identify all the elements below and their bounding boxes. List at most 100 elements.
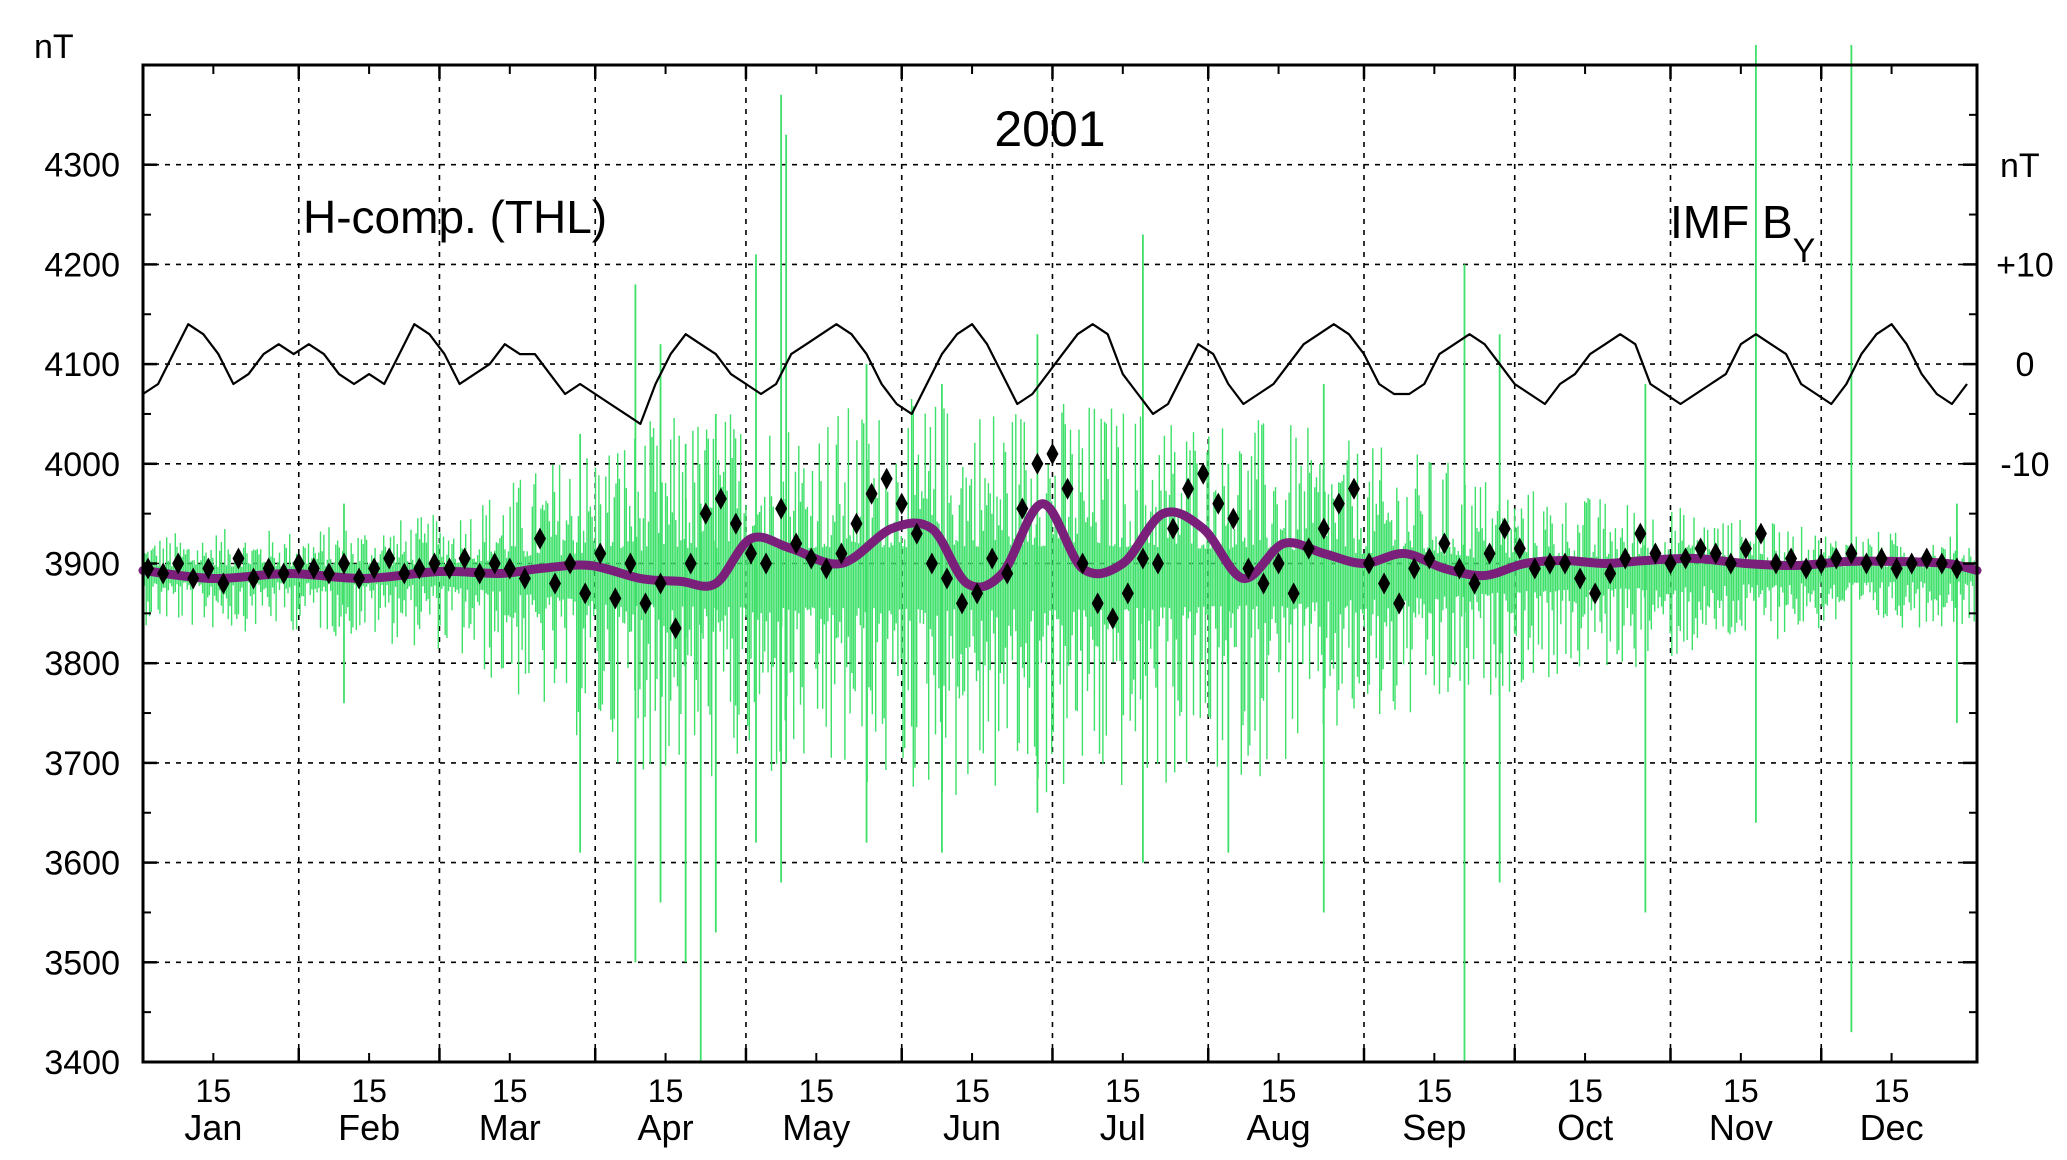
daily-mean-diamond-81 [1363,552,1376,575]
daily-mean-diamond-23 [488,552,501,575]
daily-mean-diamond-76 [1287,582,1300,605]
daily-mean-diamond-49 [880,467,893,490]
daily-mean-diamond-64 [1106,607,1119,630]
daily-mean-diamond-110 [1800,557,1813,580]
daily-mean-diamond-43 [790,532,803,555]
x-day-label-7: 15 [1261,1073,1297,1109]
daily-mean-diamond-65 [1121,582,1134,605]
left-tick-label-2: 3600 [44,845,120,883]
daily-mean-diamond-113 [1845,542,1858,565]
daily-mean-diamond-63 [1091,592,1104,615]
x-day-label-0: 15 [196,1073,232,1109]
daily-mean-diamond-104 [1709,542,1722,565]
x-month-label-10: Nov [1709,1107,1773,1148]
daily-mean-diamond-96 [1589,582,1602,605]
daily-mean-diamond-32 [624,552,637,575]
daily-mean-diamond-36 [684,552,697,575]
daily-mean-diamond-72 [1227,507,1240,530]
daily-mean-diamond-50 [895,492,908,515]
left-axis-tick-labels: 3400 3500 3600 3700 3800 3900 4000 4100 4200 4300 [44,147,120,1082]
daily-mean-diamond-85 [1423,547,1436,570]
daily-mean-diamond-9 [277,562,290,585]
daily-mean-diamond-1 [157,562,170,585]
daily-mean-diamond-11 [307,557,320,580]
daily-mean-diamond-74 [1257,572,1270,595]
daily-mean-diamond-15 [368,557,381,580]
left-axis-unit: nT [34,28,74,66]
daily-mean-diamond-98 [1619,547,1632,570]
x-day-label-9: 15 [1567,1073,1603,1109]
x-day-label-1: 15 [351,1073,387,1109]
left-tick-label-1: 3500 [44,944,120,982]
daily-mean-diamond-92 [1528,557,1541,580]
daily-mean-diamond-45 [820,557,833,580]
x-month-label-2: Mar [479,1107,541,1148]
daily-mean-diamond-29 [579,582,592,605]
series-label-imf-b: IMF B [1670,196,1793,248]
daily-mean-diamond-57 [1001,562,1014,585]
daily-mean-diamond-67 [1151,552,1164,575]
daily-mean-diamond-94 [1558,552,1571,575]
daily-mean-diamond-80 [1347,477,1360,500]
daily-mean-diamond-102 [1679,547,1692,570]
daily-mean-diamond-117 [1905,552,1918,575]
daily-mean-diamond-14 [353,567,366,590]
daily-mean-diamond-111 [1815,552,1828,575]
x-month-label-5: Jun [943,1107,1001,1148]
x-month-label-1: Feb [338,1107,400,1148]
daily-mean-diamond-66 [1136,547,1149,570]
left-tick-label-7: 4100 [44,346,120,384]
daily-mean-diamond-21 [458,547,471,570]
daily-mean-diamond-114 [1860,552,1873,575]
daily-mean-diamond-89 [1483,542,1496,565]
x-day-label-4: 15 [799,1073,835,1109]
daily-mean-diamond-44 [805,547,818,570]
imf-by-line [142,323,1968,425]
right-tick-label-2: -10 [2000,446,2049,484]
daily-mean-diamond-105 [1724,552,1737,575]
right-axis-unit: nT [2000,147,2040,185]
daily-mean-diamond-6 [232,547,245,570]
daily-mean-diamond-17 [398,562,411,585]
daily-mean-diamond-88 [1468,572,1481,595]
daily-mean-diamond-86 [1438,532,1451,555]
daily-mean-diamond-101 [1664,552,1677,575]
daily-mean-diamond-54 [956,592,969,615]
daily-mean-diamond-118 [1920,547,1933,570]
daily-mean-markers [142,442,1963,640]
right-tick-label-0: +10 [1996,246,2054,284]
daily-mean-diamond-12 [322,562,335,585]
daily-mean-diamond-99 [1634,522,1647,545]
left-tick-label-9: 4300 [44,147,120,185]
daily-mean-diamond-78 [1317,517,1330,540]
chart-title: 2001 [994,101,1105,157]
left-tick-label-6: 4000 [44,446,120,484]
daily-mean-diamond-61 [1061,477,1074,500]
imf-by-series [142,323,1968,425]
daily-mean-diamond-108 [1770,552,1783,575]
daily-mean-diamond-52 [925,552,938,575]
x-month-label-9: Oct [1557,1107,1613,1148]
series-label-imf-by: IMF BY [1670,196,1815,270]
daily-mean-diamond-115 [1875,547,1888,570]
daily-mean-diamond-22 [473,562,486,585]
daily-mean-diamond-3 [187,567,200,590]
daily-mean-diamond-25 [518,567,531,590]
right-axis-tick-labels: +10 0 -10 [1996,246,2054,483]
smoothed-series [138,499,1982,592]
daily-mean-diamond-59 [1031,452,1044,475]
x-day-label-5: 15 [954,1073,990,1109]
x-axis-tick-labels: 15Jan15Feb15Mar15Apr15May15Jun15Jul15Aug… [184,1073,1923,1148]
x-month-label-0: Jan [184,1107,242,1148]
x-month-label-3: Apr [638,1107,694,1148]
daily-mean-diamond-47 [850,512,863,535]
x-day-label-3: 15 [648,1073,684,1109]
daily-mean-diamond-112 [1830,547,1843,570]
right-tick-label-1: 0 [2016,346,2035,384]
smoothed-line [138,499,1982,592]
daily-mean-diamond-4 [202,557,215,580]
daily-mean-diamond-26 [533,527,546,550]
daily-mean-diamond-38 [714,487,727,510]
daily-mean-diamond-90 [1498,517,1511,540]
daily-mean-diamond-79 [1332,492,1345,515]
